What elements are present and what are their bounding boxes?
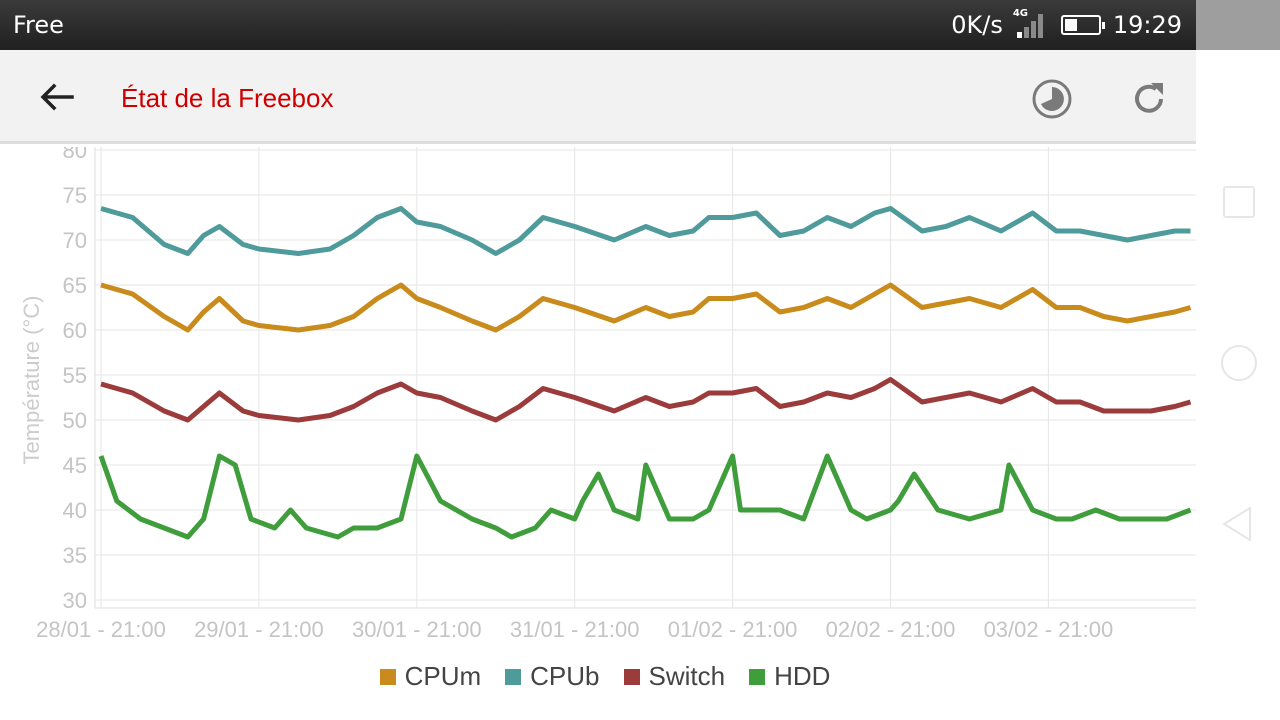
legend-swatch	[505, 668, 522, 685]
history-clock-icon[interactable]	[1030, 77, 1074, 121]
arrow-left-icon[interactable]	[36, 77, 76, 117]
carrier-label: Free	[13, 11, 64, 39]
legend-label: CPUb	[530, 661, 600, 691]
x-tick-label: 02/02 - 21:00	[826, 617, 956, 642]
clock: 19:29	[1112, 11, 1182, 39]
y-tick-label: 80	[63, 147, 87, 163]
legend-label: HDD	[774, 661, 831, 691]
legend-swatch	[379, 668, 396, 685]
system-nav-bar	[1196, 0, 1280, 720]
signal-icon: 4G	[1012, 8, 1047, 40]
y-tick-label: 60	[63, 318, 87, 343]
legend-item-cpub: CPUb	[505, 661, 600, 692]
legend-item-hdd: HDD	[749, 661, 830, 692]
series-line-cpub	[100, 206, 1191, 256]
legend-item-cpum: CPUm	[379, 661, 482, 692]
temperature-chart: 30 35 40 45 50 55 60 65 70 75 80 28/01 - 21:00 29/01…	[19, 147, 1196, 642]
y-tick-label: 65	[63, 273, 87, 298]
status-bar: Free 0K/s 4G 19:29	[0, 0, 1196, 50]
legend-swatch	[749, 668, 766, 685]
battery-icon	[1060, 15, 1105, 35]
y-tick-label: 40	[63, 498, 87, 523]
x-tick-label: 01/02 - 21:00	[668, 617, 798, 642]
y-tick-label: 45	[63, 453, 87, 478]
x-tick-label: 28/01 - 21:00	[36, 617, 166, 642]
y-axis-title: Température (°C)	[19, 296, 44, 465]
page-title: État de la Freebox	[121, 83, 334, 113]
series-line-hdd	[98, 453, 1192, 540]
series-line-cpum	[100, 282, 1192, 333]
y-tick-label: 70	[63, 228, 87, 253]
y-tick-label: 50	[63, 408, 87, 433]
status-icons: 0K/s 4G 19:29	[951, 8, 1182, 40]
legend-label: CPUm	[404, 661, 482, 691]
refresh-icon[interactable]	[1127, 77, 1171, 121]
x-tick-label: 30/01 - 21:00	[352, 617, 482, 642]
series-line-switch	[100, 377, 1192, 423]
y-tick-label: 30	[63, 588, 87, 613]
app-bar: État de la Freebox	[0, 50, 1196, 144]
y-tick-label: 55	[63, 363, 87, 388]
y-tick-label: 35	[63, 543, 87, 568]
home-icon[interactable]	[1221, 345, 1257, 381]
x-tick-label: 29/01 - 21:00	[194, 617, 324, 642]
chart-legend: CPUm CPUb Switch HDD	[0, 661, 1210, 692]
system-back-icon[interactable]	[1218, 504, 1258, 544]
legend-label: Switch	[648, 661, 726, 691]
net-speed: 0K/s	[951, 11, 1003, 39]
x-tick-label: 03/02 - 21:00	[984, 617, 1114, 642]
legend-item-switch: Switch	[623, 661, 726, 692]
y-tick-label: 75	[63, 183, 87, 208]
network-type: 4G	[1012, 8, 1028, 19]
legend-swatch	[623, 668, 640, 685]
x-tick-label: 31/01 - 21:00	[510, 617, 640, 642]
recent-apps-icon[interactable]	[1223, 186, 1255, 218]
